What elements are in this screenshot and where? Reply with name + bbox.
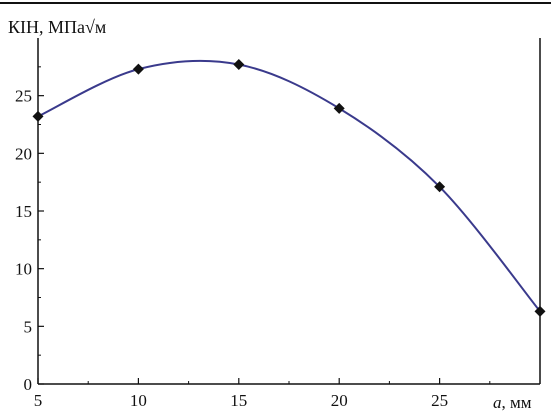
data-point-marker: [132, 63, 144, 75]
y-tick-label: 25: [15, 87, 32, 106]
x-axis-unit: , мм: [502, 393, 532, 412]
y-tick-label: 5: [24, 317, 33, 336]
x-axis-label: a, мм: [493, 393, 532, 412]
x-tick-label: 15: [230, 391, 247, 410]
x-tick-label: 20: [331, 391, 348, 410]
x-tick-label: 10: [130, 391, 147, 410]
y-tick-label: 20: [15, 144, 32, 163]
x-tick-label: 25: [431, 391, 448, 410]
y-tick-label: 15: [15, 202, 32, 221]
y-tick-label: 0: [24, 375, 33, 394]
series-line: [37, 59, 541, 312]
x-tick-label: 5: [34, 391, 43, 410]
data-point-marker: [233, 59, 245, 71]
x-axis-variable: a: [493, 393, 502, 412]
y-tick-label: 10: [15, 260, 32, 279]
data-point-marker: [434, 181, 446, 193]
data-point-marker: [32, 110, 44, 122]
data-point-marker: [333, 102, 345, 114]
y-axis-label: КІН, МПа√м: [8, 17, 106, 37]
data-point-marker: [534, 305, 546, 317]
